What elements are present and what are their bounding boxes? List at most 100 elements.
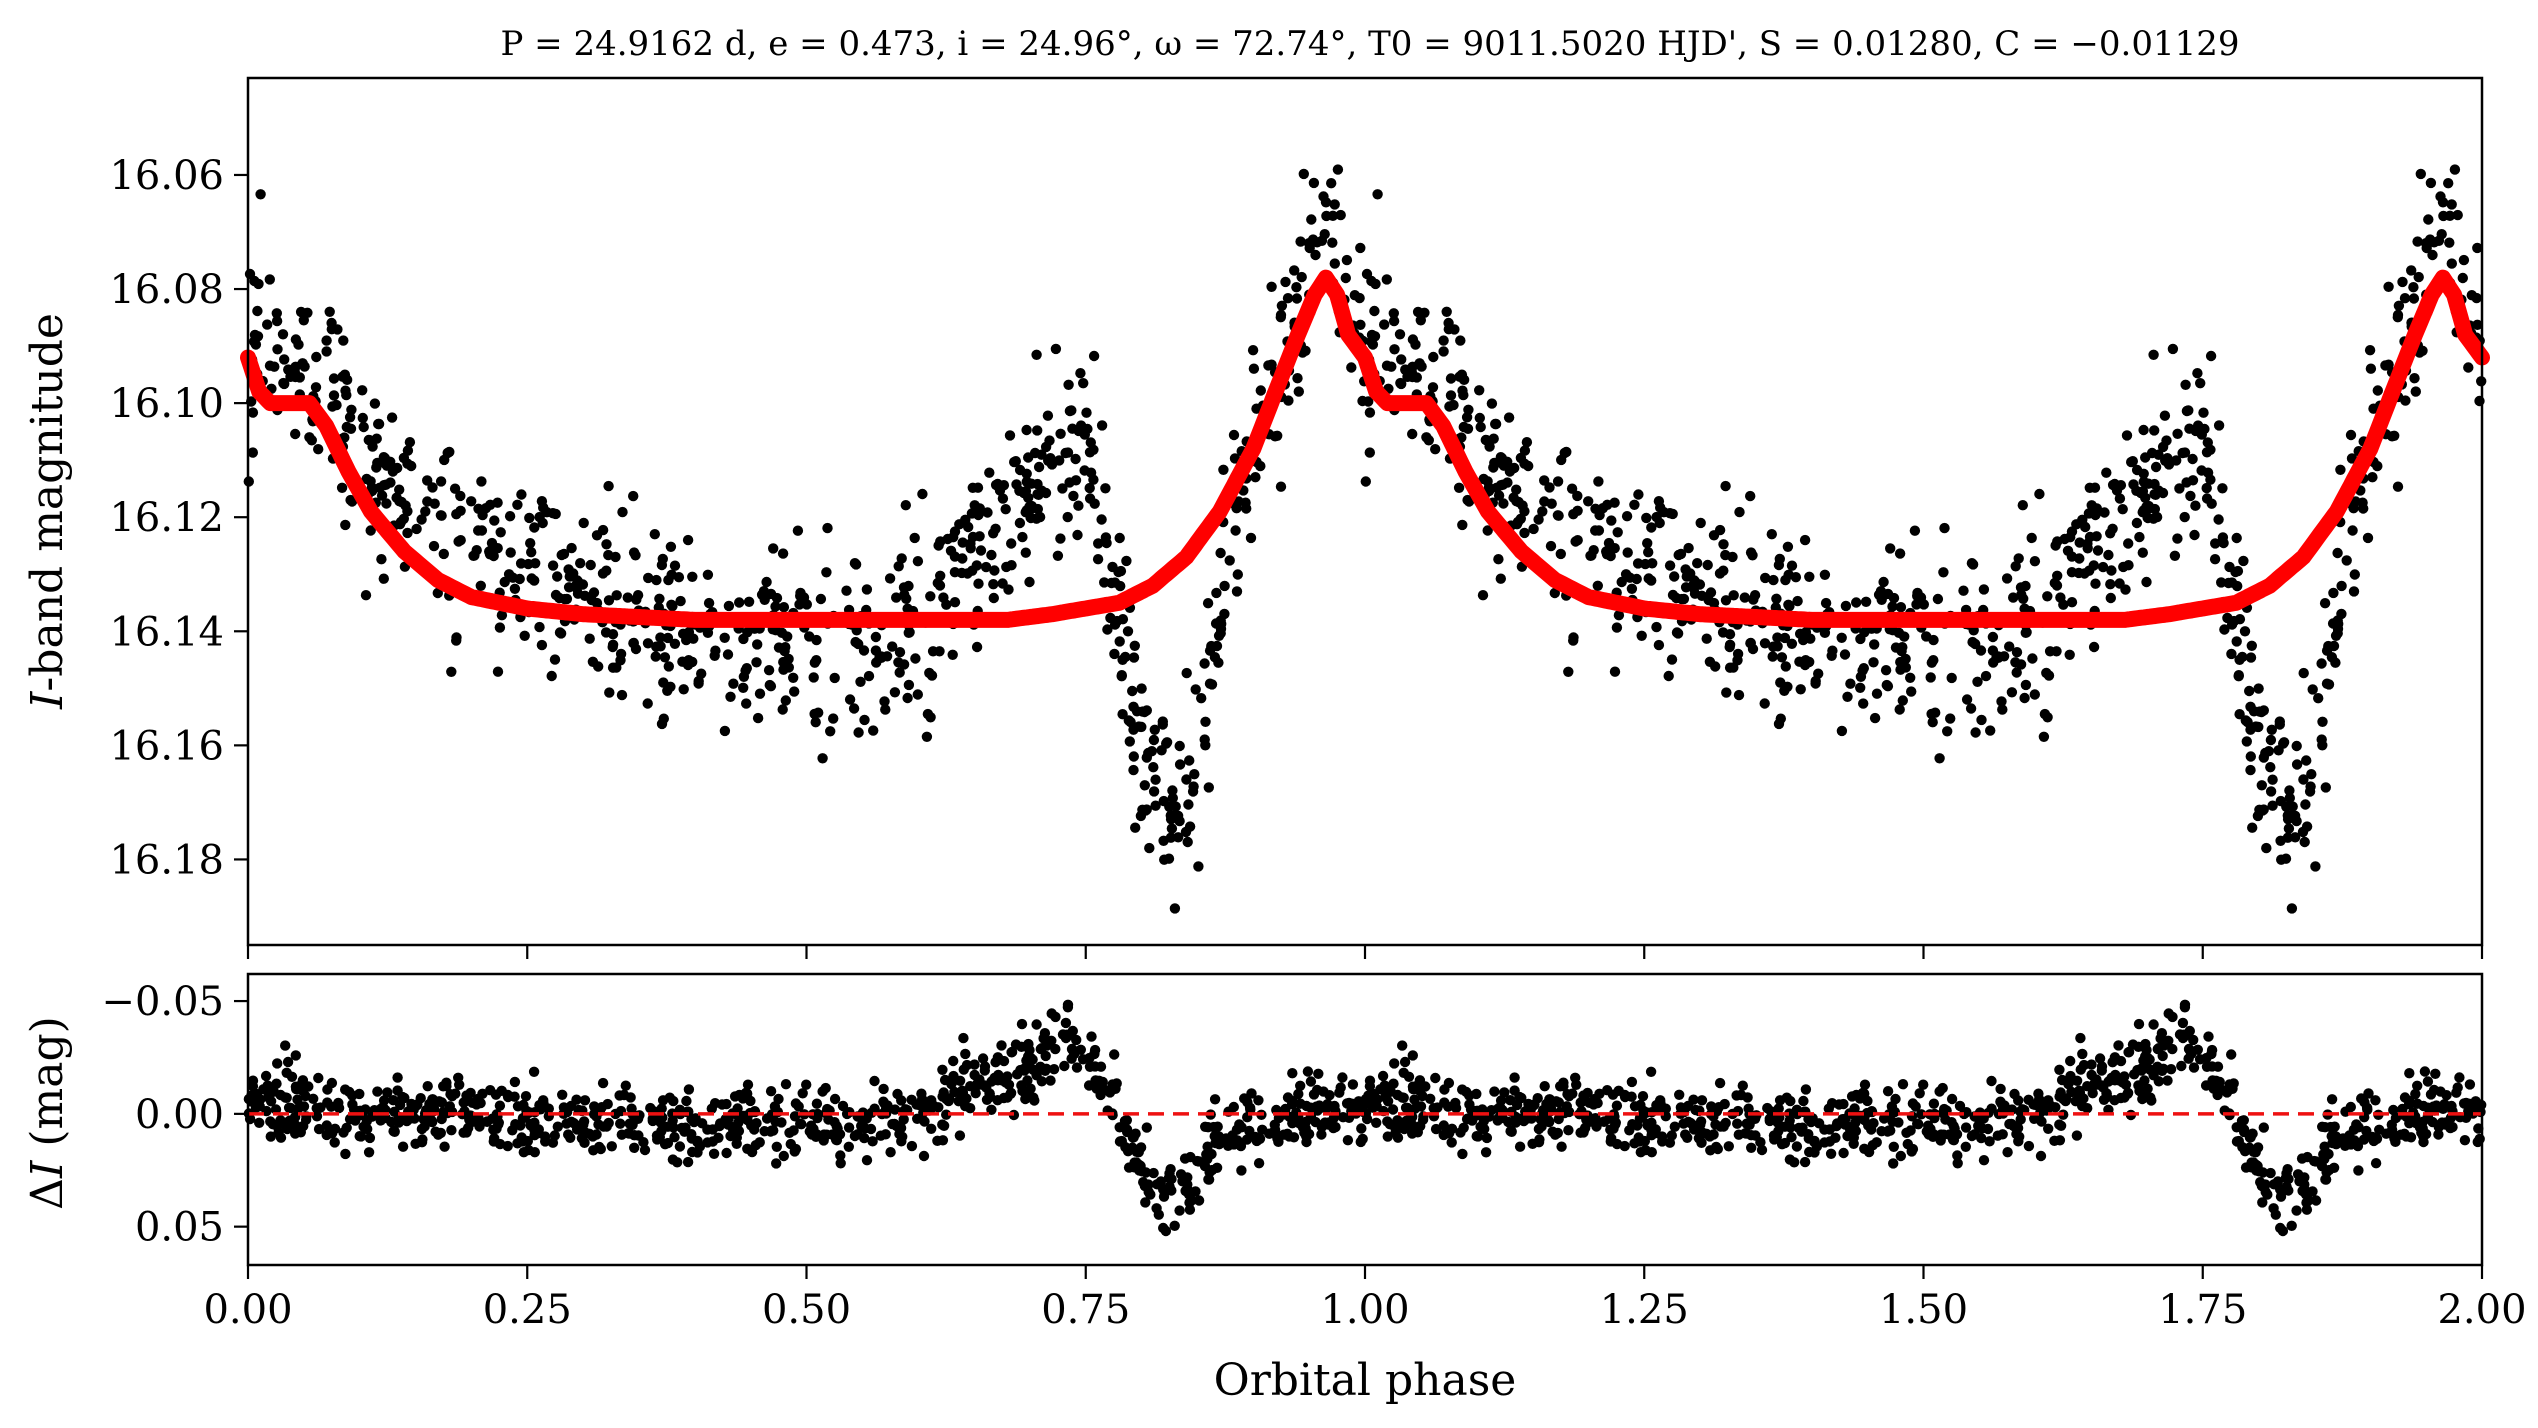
residual-point <box>1895 1150 1907 1162</box>
observation-point <box>1360 476 1372 487</box>
residual-point <box>488 1136 499 1147</box>
observation-point <box>311 351 322 363</box>
observation-point <box>642 638 654 649</box>
residual-point <box>297 1075 309 1086</box>
observation-point <box>1613 610 1625 621</box>
observation-point <box>1696 590 1708 601</box>
observation-point <box>321 346 332 357</box>
observation-point <box>628 490 639 502</box>
residual-point <box>1741 1118 1752 1129</box>
observation-point <box>1776 652 1788 663</box>
residual-point <box>789 1111 801 1122</box>
residual-point <box>1253 1095 1264 1106</box>
observation-point <box>327 401 338 412</box>
observation-point <box>1869 712 1881 724</box>
observation-point <box>504 511 516 522</box>
residual-point <box>2361 1102 2373 1114</box>
observation-point <box>1836 725 1848 737</box>
observation-point <box>1772 632 1783 643</box>
observation-point <box>1632 558 1644 569</box>
residual-point <box>1200 1121 1211 1133</box>
observation-point <box>435 476 447 487</box>
residual-point <box>2133 1018 2145 1030</box>
observation-point <box>702 569 714 580</box>
observation-point <box>1291 282 1302 293</box>
residual-point <box>410 1138 421 1150</box>
observation-point <box>675 595 686 607</box>
observation-point <box>792 525 804 536</box>
observation-point <box>2241 736 2252 747</box>
residual-point <box>1039 1028 1051 1039</box>
observation-point <box>777 548 789 559</box>
residual-point <box>841 1108 853 1120</box>
observation-point <box>879 696 890 707</box>
residual-point <box>1169 1220 1180 1232</box>
observation-point <box>2213 420 2225 431</box>
residual-point <box>629 1142 640 1154</box>
residual-point <box>1134 1159 1145 1171</box>
observation-point <box>1124 736 1136 747</box>
residual-point <box>397 1091 408 1103</box>
residual-point <box>1407 1050 1419 1061</box>
observation-point <box>1680 582 1692 593</box>
observation-point <box>2137 547 2148 558</box>
observation-point <box>1115 565 1127 577</box>
observation-point <box>1174 815 1185 827</box>
observation-point <box>912 556 924 567</box>
residual-point <box>558 1102 570 1113</box>
residual-point <box>290 1128 301 1139</box>
residual-point <box>937 1119 948 1130</box>
residual-point <box>1916 1109 1927 1120</box>
observation-point <box>436 510 447 521</box>
residual-point <box>638 1137 649 1148</box>
observation-point <box>1415 315 1427 326</box>
observation-point <box>2316 658 2327 669</box>
observation-point <box>1180 826 1192 838</box>
observation-point <box>249 329 261 341</box>
observation-point <box>336 482 348 493</box>
residual-point <box>2459 1135 2471 1146</box>
residual-point <box>2094 1053 2106 1064</box>
observation-point <box>1474 412 1486 424</box>
observation-point <box>776 627 788 638</box>
observation-point <box>759 594 770 605</box>
observation-point <box>949 551 961 562</box>
residual-point <box>2464 1079 2476 1090</box>
residual-point <box>1819 1137 1830 1148</box>
observation-point <box>471 545 482 556</box>
observation-point <box>2408 282 2419 293</box>
observation-point <box>1537 506 1548 517</box>
observation-point <box>1771 593 1782 604</box>
observation-point <box>669 560 681 571</box>
residual-point <box>778 1150 789 1162</box>
observation-point <box>2278 737 2290 748</box>
observation-point <box>734 597 745 608</box>
observation-point <box>666 569 677 580</box>
residual-point <box>2086 1069 2097 1081</box>
observation-point <box>751 657 762 668</box>
observation-point <box>2138 476 2149 487</box>
residual-point <box>2388 1104 2399 1116</box>
residual-point <box>1308 1089 1320 1100</box>
observation-point <box>1996 696 2007 707</box>
observation-point <box>381 498 392 509</box>
observation-point <box>2383 281 2394 292</box>
observation-point <box>2011 667 2022 678</box>
residual-point <box>2281 1181 2292 1192</box>
observation-point <box>1193 861 1204 872</box>
residual-point <box>835 1158 846 1169</box>
observation-point <box>925 591 936 602</box>
observation-point <box>1568 509 1579 520</box>
observation-point <box>1128 652 1140 663</box>
residual-point <box>1231 1124 1243 1135</box>
observation-point <box>247 447 258 458</box>
observation-point <box>387 466 399 477</box>
observation-point <box>1064 405 1076 417</box>
residual-point <box>292 1094 303 1105</box>
observation-point <box>2121 430 2133 441</box>
observation-point <box>988 579 999 590</box>
observation-point <box>899 589 910 600</box>
observation-point <box>1553 510 1564 521</box>
observation-point <box>2114 578 2125 589</box>
observation-point <box>1293 386 1305 397</box>
